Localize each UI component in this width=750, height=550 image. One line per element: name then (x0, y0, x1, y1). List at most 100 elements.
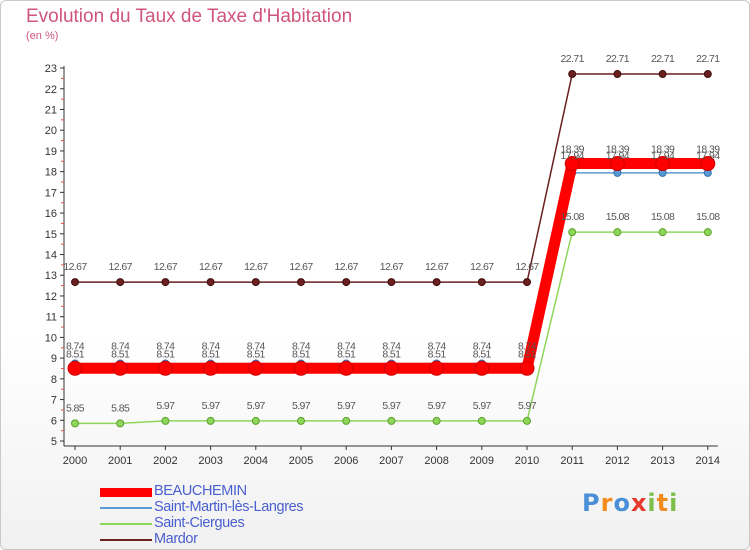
data-point (703, 228, 712, 237)
y-tick-label: 5 (51, 436, 57, 448)
data-label: 12.67 (199, 261, 223, 273)
data-label: 12.67 (335, 261, 359, 273)
data-point (251, 416, 260, 425)
data-point (658, 228, 667, 237)
y-tick-label: 16 (45, 208, 57, 220)
data-label: 8.74 (518, 341, 537, 353)
data-point (523, 278, 531, 287)
data-label: 8.51 (292, 348, 311, 360)
y-axis-unit: (en %) (26, 30, 59, 42)
data-point (71, 419, 79, 428)
data-label: 15.08 (561, 211, 585, 223)
data-point (157, 360, 173, 376)
legend-label: BEAUCHEMIN (154, 483, 247, 499)
legend-label: Mardor (154, 531, 198, 547)
x-tick-label: 2003 (198, 455, 222, 467)
legend-swatch (100, 539, 152, 541)
logo-letter: i (669, 489, 679, 517)
data-point (203, 360, 219, 376)
data-label: 12.67 (470, 261, 494, 273)
data-label: 15.08 (696, 211, 720, 223)
data-label: 12.67 (154, 261, 178, 273)
data-label: 8.51 (111, 348, 130, 360)
data-point (297, 278, 305, 287)
data-label: 17.94 (606, 150, 630, 162)
x-tick-label: 2010 (515, 455, 539, 467)
data-point (519, 360, 535, 376)
y-tick-label: 21 (45, 104, 57, 116)
data-label: 15.08 (651, 211, 675, 223)
legend-swatch (100, 507, 152, 509)
data-label: 8.51 (247, 348, 266, 360)
data-point (67, 360, 83, 376)
data-point (613, 70, 622, 79)
data-label: 12.67 (289, 261, 313, 273)
x-tick-label: 2001 (108, 455, 132, 467)
data-label: 8.74 (337, 341, 356, 353)
y-tick-label: 22 (45, 84, 57, 96)
y-tick-label: 11 (46, 312, 57, 324)
x-tick-label: 2009 (470, 455, 494, 467)
y-tick-label: 9 (51, 353, 57, 365)
data-point (700, 156, 716, 172)
data-label: 12.67 (380, 261, 404, 273)
legend-swatch (100, 523, 152, 525)
data-label: 12.67 (63, 261, 87, 273)
series-line-3 (74, 73, 709, 283)
data-label: 5.97 (202, 400, 221, 412)
y-tick-label: 14 (45, 250, 57, 262)
data-point (432, 278, 441, 287)
data-label: 8.74 (428, 341, 447, 353)
x-tick-label: 2013 (650, 455, 674, 467)
data-label: 5.85 (66, 402, 85, 414)
data-label: 8.74 (202, 341, 221, 353)
y-tick-label: 7 (51, 395, 57, 407)
data-point (477, 278, 486, 287)
x-tick-label: 2007 (379, 455, 403, 467)
logo-letter: t (656, 489, 670, 517)
y-tick-label: 8 (51, 374, 57, 386)
data-label: 8.74 (247, 341, 266, 353)
data-point (251, 278, 260, 287)
data-label: 8.51 (518, 348, 537, 360)
data-point (71, 278, 79, 287)
data-point (658, 70, 667, 79)
logo-letter: o (613, 489, 631, 517)
data-label: 17.94 (651, 150, 675, 162)
data-label: 22.71 (561, 53, 585, 65)
data-point (703, 70, 712, 79)
x-tick-label: 2005 (289, 455, 313, 467)
x-tick-label: 2006 (334, 455, 358, 467)
y-tick-label: 17 (45, 187, 57, 199)
x-tick-label: 2002 (153, 455, 177, 467)
y-tick-label: 19 (45, 146, 57, 158)
data-label: 5.97 (473, 400, 492, 412)
data-point (429, 360, 445, 376)
logo-letter: x (630, 489, 648, 517)
data-label: 8.74 (111, 341, 130, 353)
data-point (383, 360, 399, 376)
data-label: 18.39 (606, 144, 630, 156)
x-tick-label: 2012 (605, 455, 629, 467)
data-label: 8.51 (473, 348, 492, 360)
data-point (655, 156, 671, 172)
y-tick-label: 6 (51, 415, 57, 427)
data-label: 8.51 (382, 348, 401, 360)
logo-letter: r (600, 489, 614, 517)
data-label: 8.74 (473, 341, 492, 353)
data-label: 15.08 (606, 211, 630, 223)
data-point (293, 360, 309, 376)
data-point (206, 416, 215, 425)
y-tick-label: 10 (45, 332, 57, 344)
legend-swatch (100, 487, 152, 497)
data-label: 8.51 (428, 348, 447, 360)
data-point (568, 70, 577, 79)
data-label: 5.97 (247, 400, 266, 412)
data-label: 18.39 (561, 144, 585, 156)
data-label: 5.97 (292, 400, 311, 412)
data-point (609, 156, 625, 172)
data-point (342, 278, 351, 287)
data-point (161, 416, 170, 425)
x-tick-label: 2008 (424, 455, 448, 467)
